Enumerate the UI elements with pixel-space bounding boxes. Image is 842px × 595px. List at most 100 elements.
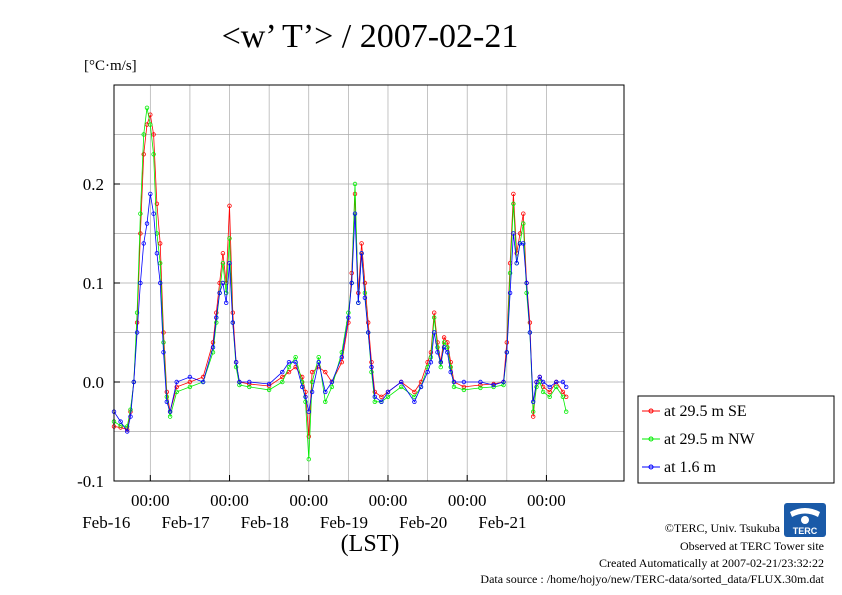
legend-label: at 29.5 m NW bbox=[664, 431, 756, 448]
data-point bbox=[531, 414, 536, 419]
data-point bbox=[214, 310, 219, 315]
y-tick-label: 0.1 bbox=[83, 274, 104, 293]
data-point bbox=[369, 364, 374, 370]
data-point bbox=[339, 350, 344, 355]
data-point bbox=[441, 335, 447, 340]
data-point bbox=[167, 409, 173, 414]
data-point bbox=[237, 379, 242, 385]
data-point bbox=[316, 355, 321, 360]
data-point bbox=[560, 389, 566, 395]
data-point bbox=[445, 350, 450, 355]
x-axis-label: (LST) bbox=[341, 531, 400, 557]
legend-label: at 1.6 m bbox=[664, 459, 717, 476]
data-point bbox=[303, 399, 308, 404]
data-point bbox=[461, 387, 467, 393]
data-point bbox=[138, 211, 143, 216]
data-point bbox=[514, 261, 519, 266]
data-point bbox=[441, 345, 447, 350]
data-point bbox=[441, 340, 447, 345]
legend: at 29.5 m SE at 29.5 m NW at 1.6 m bbox=[637, 395, 835, 484]
data-point bbox=[151, 152, 156, 157]
data-point bbox=[491, 382, 496, 388]
legend-label: at 29.5 m SE bbox=[664, 403, 747, 420]
data-point bbox=[379, 399, 384, 404]
data-point bbox=[164, 399, 169, 404]
data-point bbox=[138, 280, 143, 286]
x-tick-date-label: Feb-18 bbox=[241, 513, 289, 532]
x-tick-time-label: 00:00 bbox=[210, 491, 249, 510]
data-point bbox=[554, 379, 559, 385]
x-tick-date-label: Feb-20 bbox=[399, 513, 447, 532]
data-point bbox=[247, 379, 252, 385]
data-point bbox=[547, 394, 552, 399]
data-point bbox=[161, 350, 166, 355]
data-point bbox=[266, 381, 272, 387]
x-tick-time-label: 00:00 bbox=[369, 491, 408, 510]
data-point bbox=[167, 414, 173, 419]
data-point bbox=[329, 384, 335, 390]
data-point bbox=[524, 290, 529, 296]
data-point bbox=[352, 181, 358, 187]
logo-wave-icon bbox=[790, 508, 820, 517]
data-point bbox=[554, 384, 559, 390]
data-point bbox=[511, 231, 516, 236]
data-point bbox=[138, 231, 143, 236]
y-tick-label: -0.1 bbox=[77, 472, 104, 491]
data-point bbox=[124, 424, 130, 429]
data-point bbox=[174, 384, 179, 390]
data-point bbox=[352, 211, 358, 216]
data-point bbox=[286, 360, 292, 365]
data-point bbox=[128, 407, 133, 412]
data-point bbox=[214, 315, 219, 320]
data-point bbox=[339, 355, 344, 360]
x-tick-date-label: Feb-21 bbox=[478, 513, 526, 532]
data-point bbox=[527, 320, 533, 325]
x-tick-time-label: 00:00 bbox=[448, 491, 487, 510]
data-point bbox=[521, 221, 526, 226]
data-point bbox=[286, 364, 292, 370]
data-point bbox=[511, 201, 516, 206]
data-point bbox=[356, 300, 361, 305]
copyright-text: ©TERC, Univ. Tsukuba bbox=[665, 521, 781, 535]
data-point bbox=[323, 369, 328, 375]
data-point bbox=[280, 374, 285, 380]
data-point bbox=[448, 364, 453, 370]
x-tick-date-label: Feb-19 bbox=[320, 513, 368, 532]
data-point bbox=[507, 270, 513, 276]
terc-logo: TERC bbox=[784, 503, 826, 537]
data-point bbox=[412, 389, 417, 395]
y-axis-label: [°C·m/s] bbox=[84, 58, 137, 74]
data-point bbox=[174, 379, 179, 385]
data-point bbox=[247, 384, 252, 390]
data-point bbox=[432, 330, 437, 335]
data-point bbox=[131, 379, 136, 385]
series-line bbox=[113, 193, 567, 433]
data-point bbox=[504, 350, 509, 355]
data-point bbox=[293, 355, 298, 360]
data-point bbox=[366, 330, 371, 335]
x-tick-date-label: Feb-17 bbox=[161, 513, 210, 532]
y-axis-ticks: -0.1 0.0 0.1 0.2 bbox=[77, 175, 120, 491]
data-point bbox=[435, 345, 440, 350]
legend-swatch-marker bbox=[648, 436, 654, 442]
data-point bbox=[359, 251, 364, 256]
data-point bbox=[501, 382, 506, 388]
data-point bbox=[531, 399, 536, 404]
created-text: Created Automatically at 2007-02-21/23:3… bbox=[599, 556, 824, 570]
data-point bbox=[379, 394, 384, 399]
data-point bbox=[200, 379, 206, 385]
plot-area: -0.10.00.10.2 00:00Feb-1600:00Feb-1700:0… bbox=[77, 84, 625, 532]
data-point bbox=[309, 369, 315, 375]
data-point bbox=[560, 379, 566, 385]
data-point bbox=[534, 379, 539, 385]
data-point bbox=[293, 360, 298, 365]
data-point bbox=[233, 360, 239, 365]
chart-title: <w’ T’> / 2007-02-21 bbox=[222, 18, 519, 55]
data-point bbox=[461, 384, 467, 390]
data-point bbox=[227, 261, 232, 266]
data-point bbox=[316, 360, 321, 365]
legend-swatch-marker bbox=[648, 464, 654, 470]
data-point bbox=[359, 241, 364, 246]
data-point bbox=[521, 211, 526, 216]
